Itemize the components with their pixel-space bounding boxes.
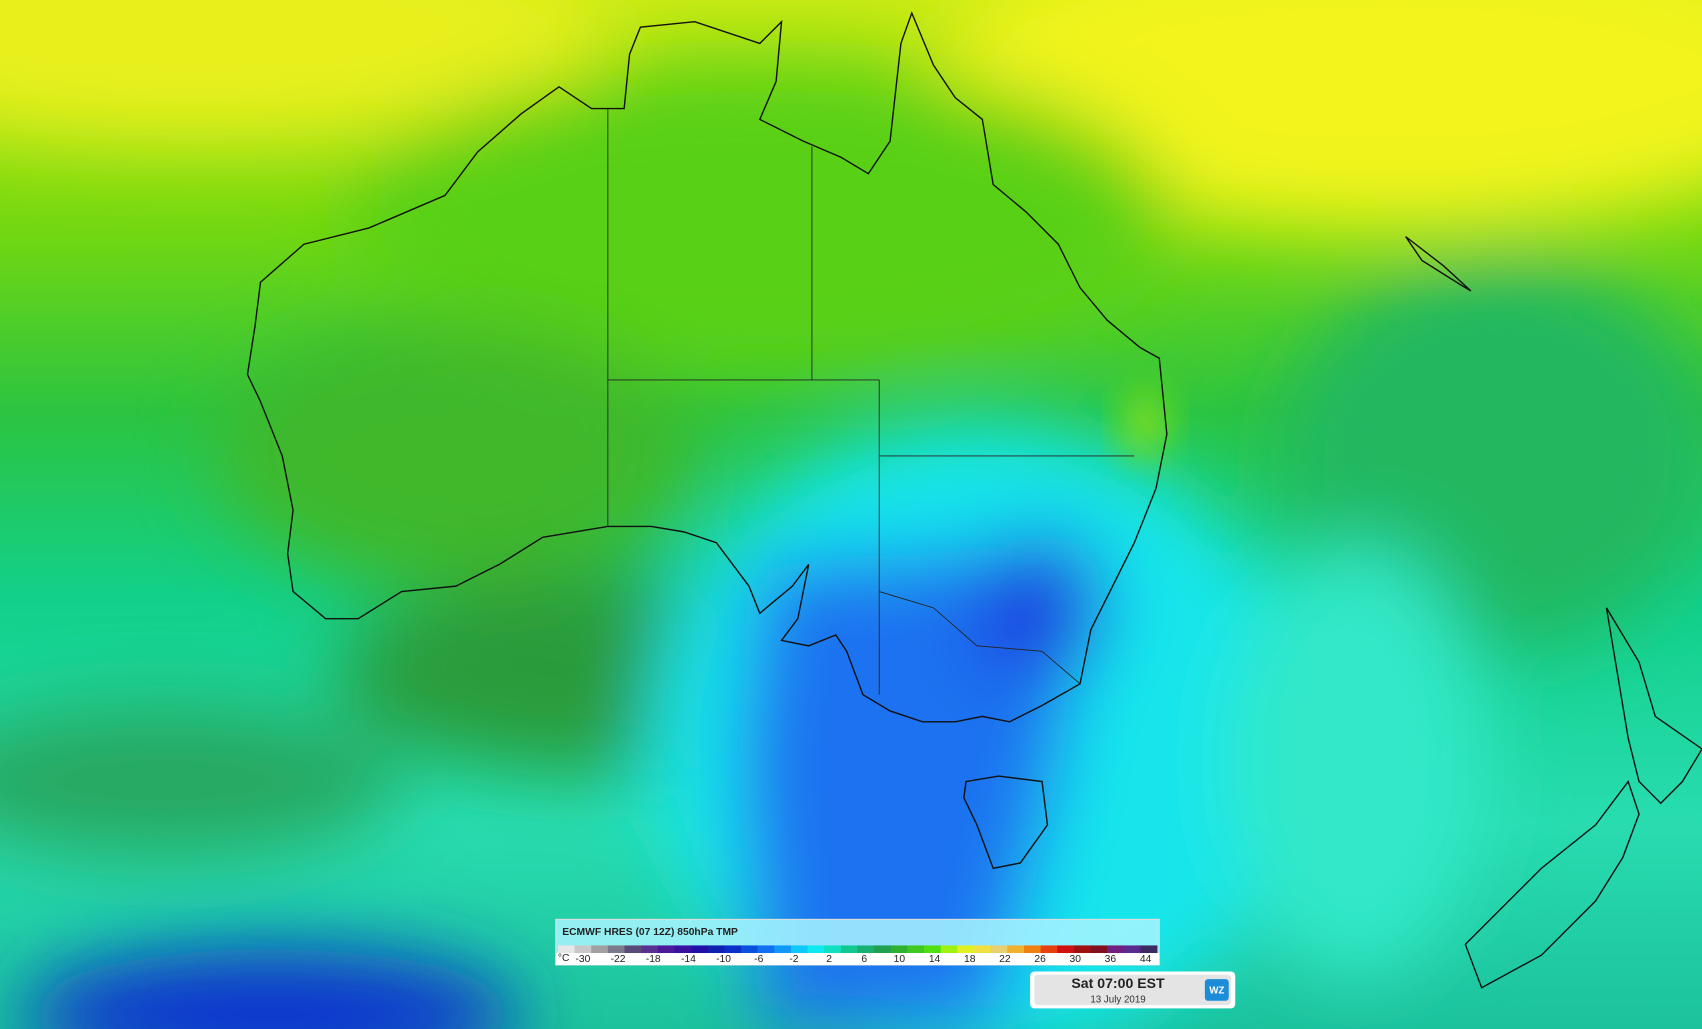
legend-tick-label: -6 xyxy=(754,954,763,965)
tasmania-coast xyxy=(963,775,1049,870)
legend-swatch xyxy=(990,945,1008,954)
legend-tick-label: -22 xyxy=(611,954,626,965)
new-caledonia-coast xyxy=(1405,236,1472,292)
legend-swatch xyxy=(657,945,675,954)
legend-unit: °C xyxy=(558,953,570,964)
legend-swatch xyxy=(907,945,925,954)
legend-swatch xyxy=(1073,945,1091,954)
legend-swatch xyxy=(1040,945,1058,954)
legend-tick-label: -2 xyxy=(789,954,798,965)
legend-swatch xyxy=(824,945,842,954)
time-box-inner xyxy=(1034,974,1231,1006)
legend-tick-label: 2 xyxy=(826,954,832,965)
legend-swatch xyxy=(557,945,575,954)
legend-tick-label: 22 xyxy=(999,954,1011,965)
legend-tick-label: -14 xyxy=(681,954,696,965)
legend-tick-label: 10 xyxy=(894,954,906,965)
date-text: 13 July 2019 xyxy=(1090,994,1145,1005)
legend-tick-label: 18 xyxy=(964,954,976,965)
legend-swatch xyxy=(741,945,758,954)
nz-north-coast xyxy=(1605,607,1702,805)
state-borders xyxy=(607,108,1135,695)
legend-tick-label: 6 xyxy=(861,954,867,965)
legend-swatch xyxy=(691,945,709,954)
legend-label-strip xyxy=(555,953,1160,965)
legend-tick-label: 30 xyxy=(1070,954,1082,965)
legend-swatch xyxy=(1090,945,1108,954)
legend-swatch xyxy=(974,945,991,954)
legend-swatch xyxy=(940,945,958,954)
legend-swatch xyxy=(957,945,975,954)
legend-title: ECMWF HRES (07 12Z) 850hPa TMP xyxy=(562,927,738,938)
border-lines xyxy=(607,108,1135,695)
legend-swatch xyxy=(1123,945,1141,954)
legend-tick-label: -30 xyxy=(575,954,590,965)
warm-core xyxy=(1123,390,1167,456)
legend-swatch xyxy=(591,945,609,954)
legend-swatch xyxy=(1140,945,1158,954)
legend-tick-label: 36 xyxy=(1105,954,1117,965)
legend-swatch xyxy=(724,945,742,954)
legend-tick-label: 26 xyxy=(1034,954,1046,965)
legend-swatch xyxy=(674,945,692,954)
legend-swatch xyxy=(574,945,592,954)
legend-tick-label: 44 xyxy=(1140,954,1152,965)
legend-swatch xyxy=(874,945,892,954)
coastlines xyxy=(246,11,1702,989)
legend-swatch xyxy=(757,945,775,954)
nz-south-coast xyxy=(1464,780,1640,989)
legend-swatch xyxy=(924,945,942,954)
legend-swatch xyxy=(857,945,875,954)
legend-tick-label: -18 xyxy=(646,954,661,965)
legend-swatch xyxy=(641,945,659,954)
legend-swatch xyxy=(1007,945,1025,954)
legend-swatch xyxy=(890,945,908,954)
legend-swatch xyxy=(840,945,858,954)
legend-tick-label: 14 xyxy=(929,954,941,965)
time-box: Sat 07:00 EST 13 July 2019 WZ xyxy=(1030,971,1236,1009)
legend-swatch xyxy=(624,945,642,954)
legend-swatch xyxy=(607,945,625,954)
legend-tick-label: -10 xyxy=(716,954,731,965)
legend-swatch xyxy=(807,945,825,954)
legend-swatch xyxy=(1107,945,1125,954)
australia-coast xyxy=(246,11,1168,723)
logo-box[interactable] xyxy=(1204,979,1229,1001)
legend-swatch xyxy=(790,945,808,954)
legend-swatch xyxy=(1057,945,1075,954)
legend-swatch xyxy=(1023,945,1041,954)
logo-text[interactable]: WZ xyxy=(1209,986,1224,997)
time-text: Sat 07:00 EST xyxy=(1071,975,1165,991)
legend-swatch xyxy=(774,945,792,954)
legend-swatch xyxy=(707,945,725,954)
legend: ECMWF HRES (07 12Z) 850hPa TMP °C -30 -22… xyxy=(555,918,1160,966)
